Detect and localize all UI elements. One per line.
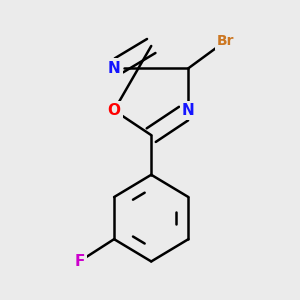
- Text: F: F: [74, 254, 85, 269]
- Text: N: N: [182, 103, 195, 118]
- Text: O: O: [108, 103, 121, 118]
- Text: N: N: [108, 61, 121, 76]
- Text: Br: Br: [217, 34, 234, 48]
